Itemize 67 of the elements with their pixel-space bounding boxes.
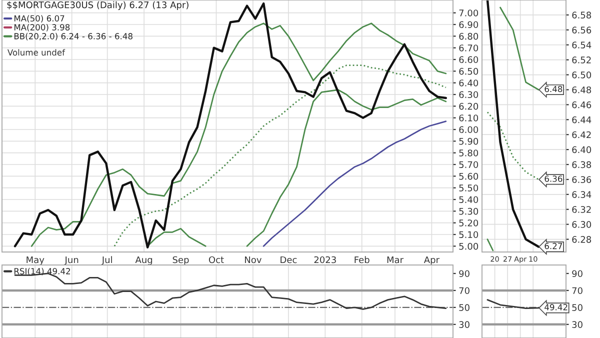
y-tick-label: 6.30 xyxy=(572,221,592,228)
x-tick-label: Nov xyxy=(245,256,262,264)
y-tick-label: 6.48 xyxy=(572,86,592,94)
y-tick-label: 6.52 xyxy=(572,56,591,64)
y-tick-label: 70 xyxy=(459,287,470,294)
chart-title: $$MORTGAGE30US (Daily) 6.27 (13 Apr) xyxy=(7,1,188,10)
y-tick-label: 5.30 xyxy=(459,208,478,215)
x-tick-label: Feb xyxy=(354,256,370,264)
y-tick-label: 6.60 xyxy=(459,56,478,64)
y-tick-label: 6.30 xyxy=(459,91,478,98)
x-tick-label: Dec xyxy=(280,256,297,264)
y-tick-label: 50 xyxy=(572,304,582,311)
y-tick-label: 5.60 xyxy=(459,172,478,180)
y-tick-label: 6.38 xyxy=(572,161,592,168)
y-tick-label: 7.00 xyxy=(459,10,478,16)
y-tick-label: 5.80 xyxy=(459,150,478,156)
x-tick-label: Aug xyxy=(135,256,152,265)
x-tick-label: Sep xyxy=(172,256,189,265)
y-tick-label: 6.40 xyxy=(572,146,592,154)
y-tick-label: 70 xyxy=(572,287,582,294)
y-tick-label: 90 xyxy=(572,270,582,278)
y-tick-label: 6.58 xyxy=(572,12,592,19)
y-tick-label: 6.44 xyxy=(572,116,592,124)
y-tick-label: 6.90 xyxy=(459,21,478,28)
x-tick-label: Jul xyxy=(101,256,112,265)
data-label: 49.42 xyxy=(544,304,568,310)
y-tick-label: 6.80 xyxy=(459,32,478,40)
y-tick-label: 5.50 xyxy=(459,184,478,192)
y-tick-label: 6.28 xyxy=(572,236,592,243)
x-tick-label: Oct xyxy=(208,256,224,264)
y-tick-label: 6.20 xyxy=(459,102,478,110)
annotation: Volume undef xyxy=(7,49,66,56)
y-tick-label: 30 xyxy=(459,321,470,328)
y-tick-label: 6.36 xyxy=(572,176,592,184)
legend-label: BB(20,2.0) 6.24 - 6.36 - 6.48 xyxy=(14,32,132,40)
y-tick-label: 5.70 xyxy=(459,161,478,168)
y-tick-label: 6.34 xyxy=(572,191,592,198)
y-tick-label: 5.40 xyxy=(459,196,478,204)
data-label: 6.27 xyxy=(544,242,562,250)
y-tick-label: 6.10 xyxy=(459,114,478,122)
y-tick-label: 6.50 xyxy=(572,72,592,78)
y-tick-label: 5.10 xyxy=(459,231,478,238)
legend-label: MA(200) 3.98 xyxy=(14,24,70,32)
y-tick-label: 6.54 xyxy=(572,42,592,48)
y-tick-label: 6.56 xyxy=(572,26,592,34)
x-tick-label: Jun xyxy=(64,256,78,265)
y-tick-label: 6.46 xyxy=(572,101,592,108)
legend-label: RSI(14) 49.42 xyxy=(14,268,70,276)
y-tick-label: 5.20 xyxy=(459,220,478,226)
y-tick-label: 90 xyxy=(459,270,470,278)
x-tick-label: Mar xyxy=(387,256,404,264)
y-tick-label: 6.50 xyxy=(459,68,478,75)
x-tick-label: Apr xyxy=(424,256,440,265)
y-tick-label: 50 xyxy=(459,304,470,311)
x-tick-label: 2023 xyxy=(314,256,336,264)
data-label: 6.36 xyxy=(544,176,562,182)
y-tick-label: 6.40 xyxy=(459,80,478,86)
y-tick-label: 5.00 xyxy=(459,242,478,250)
y-tick-label: 6.42 xyxy=(572,131,591,138)
data-label: 6.48 xyxy=(544,86,562,92)
legend-label: MA(50) 6.07 xyxy=(14,15,64,23)
y-tick-label: 6.32 xyxy=(572,206,591,213)
y-tick-label: 6.70 xyxy=(459,44,478,52)
x-tick-label: May xyxy=(26,256,44,265)
y-tick-label: 30 xyxy=(572,321,582,328)
y-tick-label: 6.00 xyxy=(459,126,478,134)
y-tick-label: 5.90 xyxy=(459,138,478,145)
